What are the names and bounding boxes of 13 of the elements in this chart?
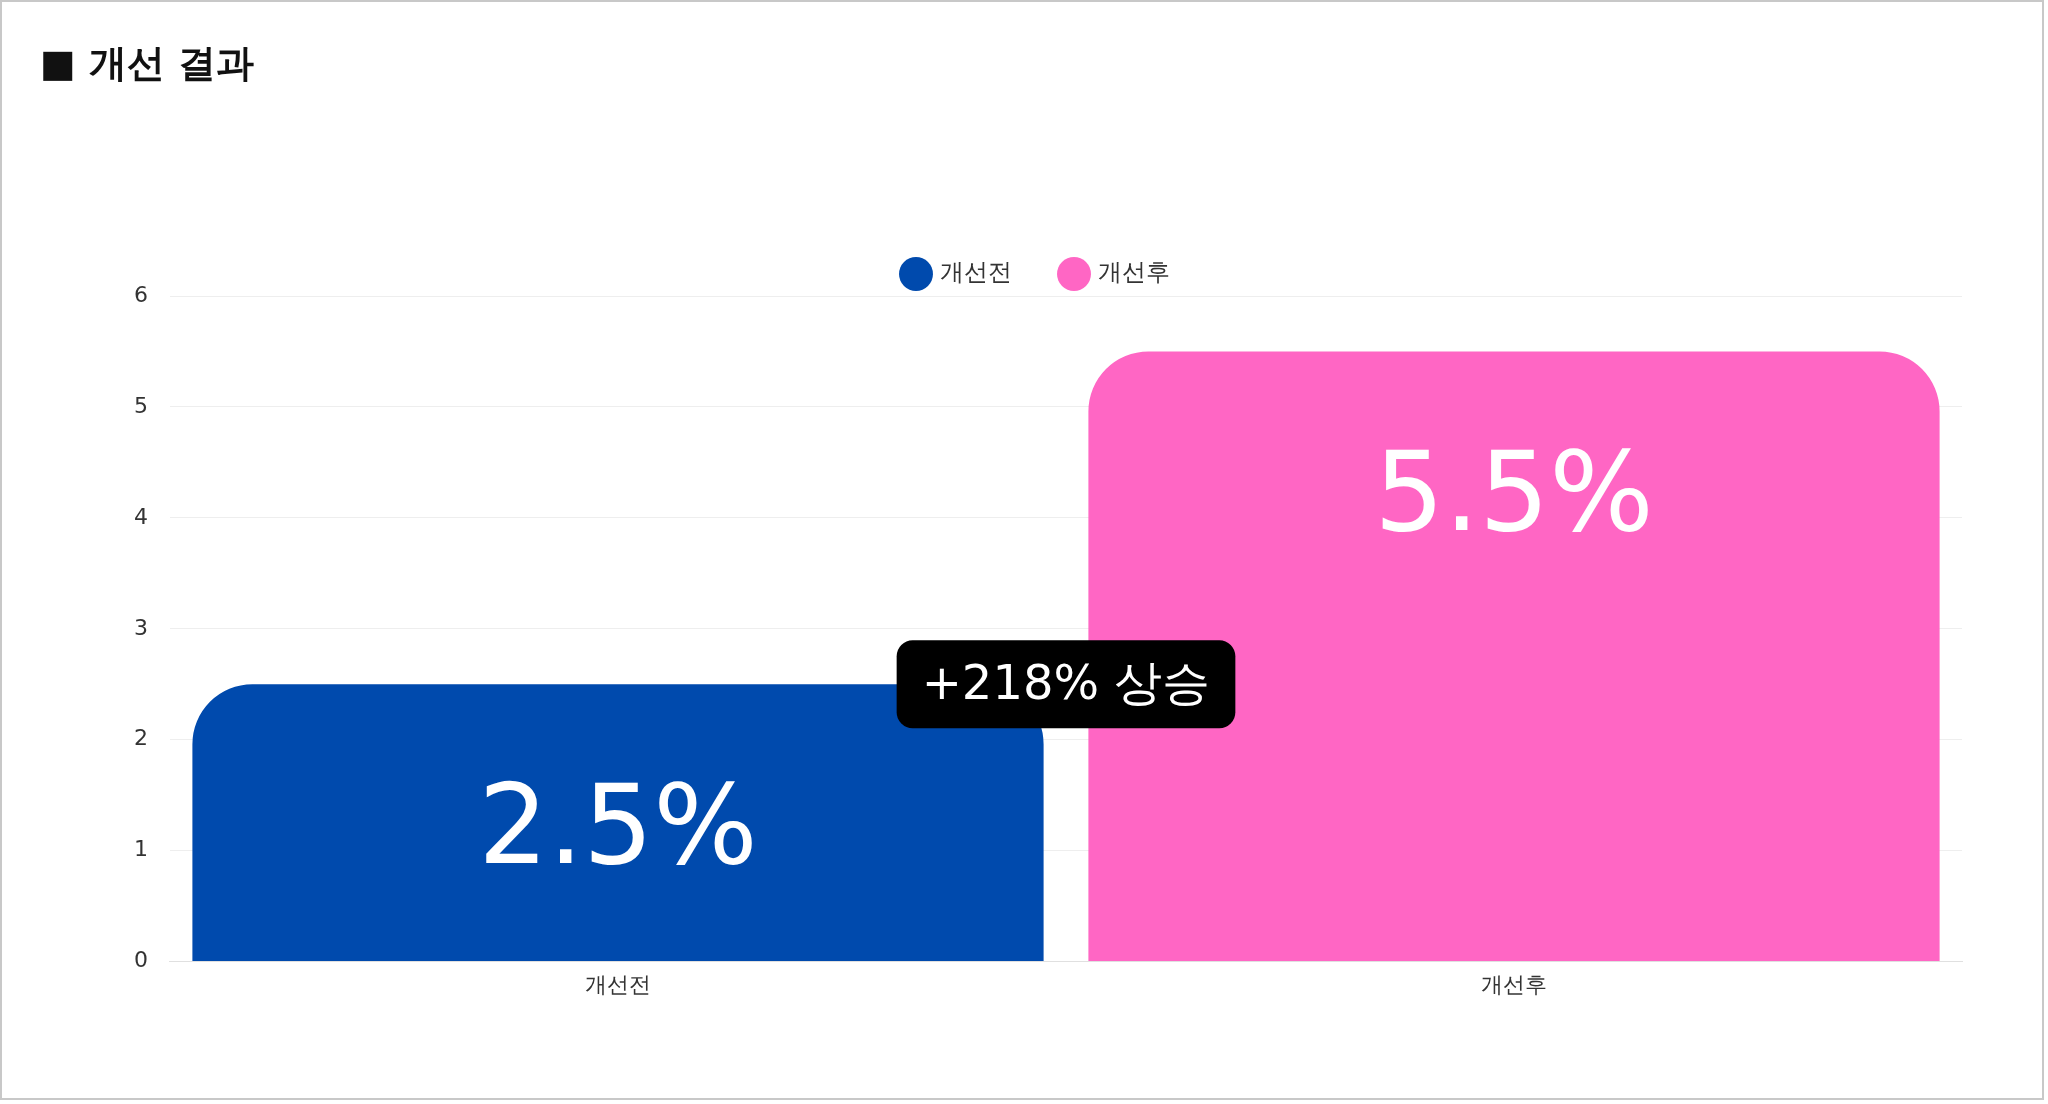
data-label: 5.5% [1374, 428, 1654, 557]
y-tick-label: 3 [134, 614, 148, 640]
y-tick-label: 4 [134, 503, 148, 529]
chart-title: ■ 개선 결과 [40, 40, 255, 87]
y-tick-label: 6 [134, 281, 148, 307]
y-tick-label: 2 [134, 725, 148, 751]
legend-label: 개선전 [940, 258, 1012, 287]
y-tick-label: 0 [134, 947, 148, 973]
y-tick-label: 5 [134, 392, 148, 418]
legend-label: 개선후 [1098, 258, 1170, 287]
data-label: 2.5% [478, 760, 758, 889]
annotation: +218% 상승 [921, 653, 1211, 710]
y-tick-label: 1 [134, 836, 148, 862]
